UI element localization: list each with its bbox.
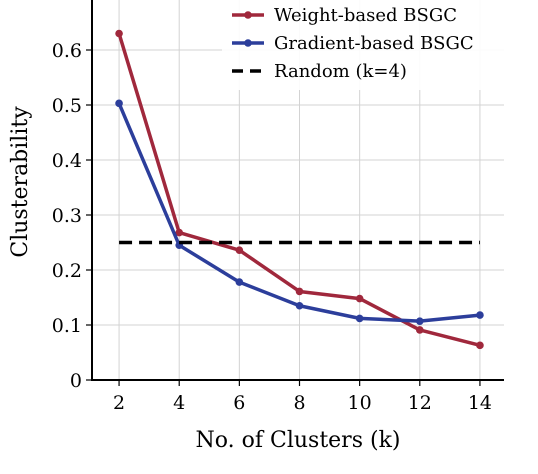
y-tick-label: 0.4 <box>52 150 82 172</box>
x-tick-label: 12 <box>408 392 432 414</box>
y-tick-label: 0.5 <box>52 95 82 117</box>
axes <box>86 0 504 386</box>
legend-item-1: Weight-based BSGC <box>232 5 457 26</box>
legend-item-2: Gradient-based BSGC <box>232 33 474 54</box>
x-axis-title: No. of Clusters (k) <box>196 428 401 453</box>
y-tick-label: 0.2 <box>52 260 82 282</box>
series-layer <box>115 29 484 350</box>
legend-label: Gradient-based BSGC <box>274 33 474 54</box>
legend-box <box>222 0 504 90</box>
series-2 <box>115 99 484 325</box>
x-tick-label: 6 <box>233 392 245 414</box>
legend: Weight-based BSGC Gradient-based BSGC Rand… <box>222 0 504 90</box>
data-point <box>415 317 424 325</box>
y-tick-label: 0.3 <box>52 205 82 227</box>
x-tick-label: 14 <box>468 392 492 414</box>
y-tick-label: 0.1 <box>52 315 82 337</box>
data-point <box>235 246 244 254</box>
x-tick-label: 10 <box>348 392 372 414</box>
x-tick-label: 2 <box>113 392 125 414</box>
x-tick-label: 8 <box>293 392 305 414</box>
data-point <box>415 326 424 334</box>
legend-label: Random (k=4) <box>274 61 407 82</box>
y-tick-label: 0.6 <box>52 40 82 62</box>
data-point <box>295 301 304 310</box>
legend-marker <box>244 39 252 47</box>
tick-labels: 2 4 6 8 10 12 14 0 0.1 0.2 0.3 0.4 0.5 0.6 <box>52 40 492 414</box>
y-tick-label: 0 <box>70 370 82 392</box>
legend-item-3: Random (k=4) <box>232 61 407 82</box>
data-point <box>476 341 484 350</box>
data-point <box>115 99 123 108</box>
data-point <box>235 278 244 286</box>
data-point <box>355 294 364 303</box>
data-point <box>175 228 184 237</box>
legend-marker <box>244 11 252 19</box>
data-point <box>476 311 484 319</box>
data-point <box>355 314 364 323</box>
data-point <box>295 287 304 296</box>
series-1 <box>115 29 484 350</box>
y-axis-title: Clusterability <box>8 106 33 258</box>
legend-label: Weight-based BSGC <box>274 5 457 26</box>
x-tick-label: 4 <box>173 392 185 414</box>
data-point <box>115 29 123 38</box>
